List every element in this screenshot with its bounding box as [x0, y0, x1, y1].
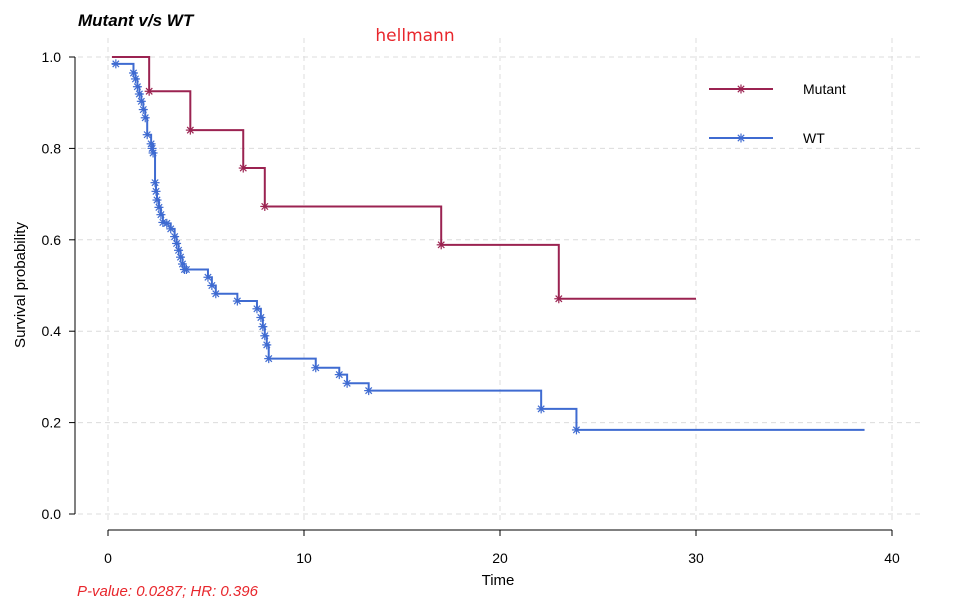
censor-mark-mutant-3 — [260, 201, 270, 211]
y-tick-label-1: 0.2 — [42, 415, 62, 431]
series-wt — [111, 59, 865, 435]
censor-mark-wt-33 — [258, 322, 268, 332]
censor-mark-wt-21 — [172, 238, 182, 248]
censor-mark-mutant-1 — [185, 125, 195, 135]
legend-marker-wt — [736, 133, 746, 143]
censor-mark-wt-35 — [262, 340, 272, 350]
legend-item-mutant: Mutant — [709, 81, 846, 97]
censor-mark-wt-4 — [134, 89, 144, 99]
y-tick-label-0: 0.0 — [42, 506, 62, 522]
censor-mark-wt-12 — [150, 178, 160, 188]
censor-mark-wt-42 — [571, 425, 581, 435]
censor-mark-wt-15 — [154, 202, 164, 212]
censor-mark-wt-36 — [264, 354, 274, 364]
axes: 0.0 0.2 0.4 0.6 0.8 1.0 0 10 20 30 40 — [42, 49, 900, 566]
legend-label-mutant: Mutant — [803, 81, 846, 97]
series-layer — [111, 56, 865, 435]
censor-mark-wt-6 — [138, 105, 148, 115]
censor-mark-wt-5 — [136, 96, 146, 106]
censor-mark-wt-14 — [152, 195, 162, 205]
y-tick-label-5: 1.0 — [42, 49, 62, 65]
censor-mark-wt-3 — [132, 82, 142, 92]
legend-item-wt: WT — [709, 130, 825, 146]
censor-mark-wt-26 — [181, 265, 191, 275]
x-tick-label-1: 10 — [296, 550, 312, 566]
y-axis-label: Survival probability — [12, 222, 29, 348]
censor-mark-wt-11 — [148, 148, 158, 158]
x-tick-label-3: 30 — [688, 550, 704, 566]
grid-lines — [78, 38, 920, 520]
p-value-footnote: P-value: 0.0287; HR: 0.396 — [77, 583, 259, 600]
series-mutant — [111, 56, 696, 304]
x-tick-label-2: 20 — [492, 550, 508, 566]
censor-mark-wt-18 — [162, 218, 172, 228]
censor-mark-wt-41 — [536, 404, 546, 414]
y-tick-label-4: 0.8 — [42, 140, 62, 156]
y-tick-label-2: 0.4 — [42, 323, 62, 339]
censor-mark-wt-32 — [256, 312, 266, 322]
censor-mark-wt-31 — [252, 304, 262, 314]
censor-mark-wt-23 — [176, 252, 186, 262]
censor-mark-mutant-4 — [436, 240, 446, 250]
x-tick-label-0: 0 — [104, 550, 112, 566]
legend-label-wt: WT — [803, 130, 825, 146]
censor-mark-wt-10 — [147, 143, 157, 153]
censor-mark-wt-7 — [140, 113, 150, 123]
censor-mark-wt-30 — [232, 296, 242, 306]
censor-mark-mutant-2 — [238, 163, 248, 173]
censor-mark-wt-27 — [203, 272, 213, 282]
censor-mark-wt-34 — [260, 331, 270, 341]
censor-mark-wt-28 — [207, 281, 217, 290]
censor-mark-wt-40 — [364, 386, 374, 396]
chart-subtitle: hellmann — [375, 26, 454, 46]
censor-mark-mutant-5 — [554, 294, 564, 304]
x-tick-label-4: 40 — [884, 550, 900, 566]
x-axis-label: Time — [482, 572, 515, 589]
censor-mark-wt-8 — [142, 130, 152, 140]
censor-mark-wt-22 — [174, 245, 184, 255]
censor-mark-wt-29 — [211, 289, 221, 299]
censor-mark-wt-20 — [170, 232, 180, 242]
censor-mark-wt-37 — [311, 363, 321, 373]
chart-title: Mutant v/s WT — [78, 11, 195, 30]
censor-mark-wt-0 — [111, 59, 121, 69]
censor-mark-wt-13 — [151, 186, 161, 196]
censor-mark-wt-16 — [156, 210, 166, 220]
censor-mark-mutant-0 — [144, 86, 154, 96]
legend: Mutant WT — [709, 81, 846, 146]
censor-mark-wt-2 — [130, 74, 140, 84]
legend-marker-mutant — [736, 84, 746, 94]
y-tick-label-3: 0.6 — [42, 232, 62, 248]
series-line-wt — [111, 62, 865, 431]
censor-mark-wt-19 — [166, 224, 176, 234]
series-line-mutant — [111, 56, 696, 300]
censor-mark-wt-38 — [334, 370, 344, 380]
censor-mark-wt-39 — [342, 378, 352, 388]
